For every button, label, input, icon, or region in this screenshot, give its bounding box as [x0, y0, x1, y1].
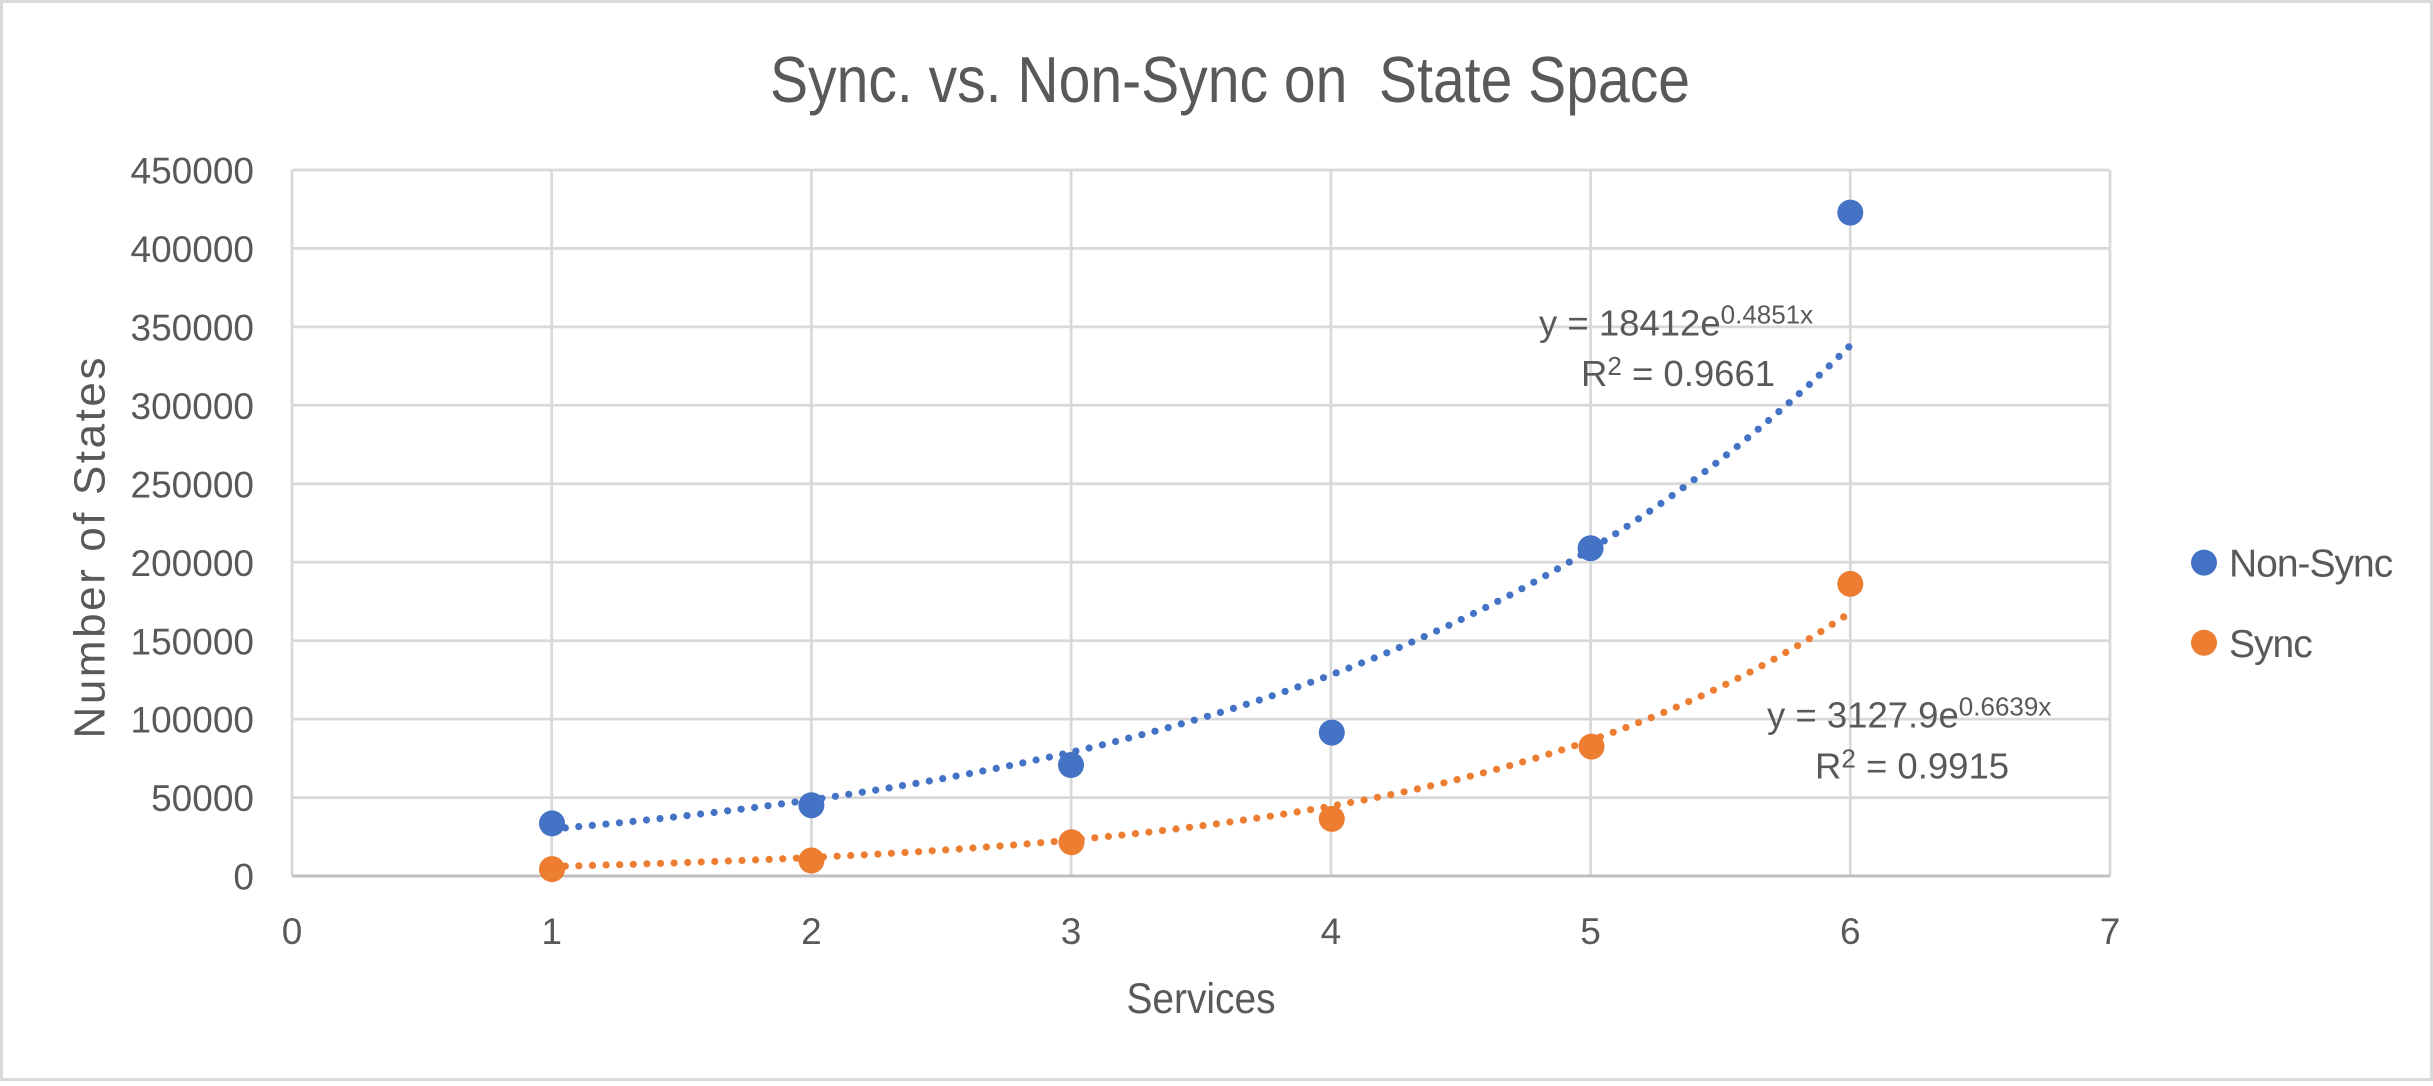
- svg-text:1: 1: [541, 911, 562, 952]
- svg-text:0: 0: [233, 857, 254, 898]
- svg-text:350000: 350000: [131, 308, 254, 349]
- svg-text:200000: 200000: [131, 543, 254, 584]
- svg-text:Services: Services: [1127, 975, 1276, 1023]
- svg-text:0: 0: [282, 911, 303, 952]
- svg-text:4: 4: [1321, 911, 1342, 952]
- svg-text:Number of States: Number of States: [66, 358, 115, 739]
- svg-text:2: 2: [801, 911, 822, 952]
- svg-text:100000: 100000: [131, 700, 254, 741]
- svg-text:7: 7: [2100, 911, 2121, 952]
- svg-text:450000: 450000: [131, 151, 254, 192]
- svg-text:Non-Sync: Non-Sync: [2229, 543, 2393, 586]
- svg-text:3: 3: [1061, 911, 1082, 952]
- svg-text:50000: 50000: [151, 778, 254, 819]
- svg-text:Sync: Sync: [2229, 623, 2312, 666]
- svg-text:300000: 300000: [131, 386, 254, 427]
- svg-text:250000: 250000: [131, 464, 254, 505]
- svg-text:6: 6: [1840, 911, 1861, 952]
- svg-text:Sync. vs. Non-Sync on State S: Sync. vs. Non-Sync on State Space: [770, 43, 1690, 116]
- svg-text:400000: 400000: [131, 229, 254, 270]
- svg-text:150000: 150000: [131, 621, 254, 662]
- svg-text:5: 5: [1580, 911, 1601, 952]
